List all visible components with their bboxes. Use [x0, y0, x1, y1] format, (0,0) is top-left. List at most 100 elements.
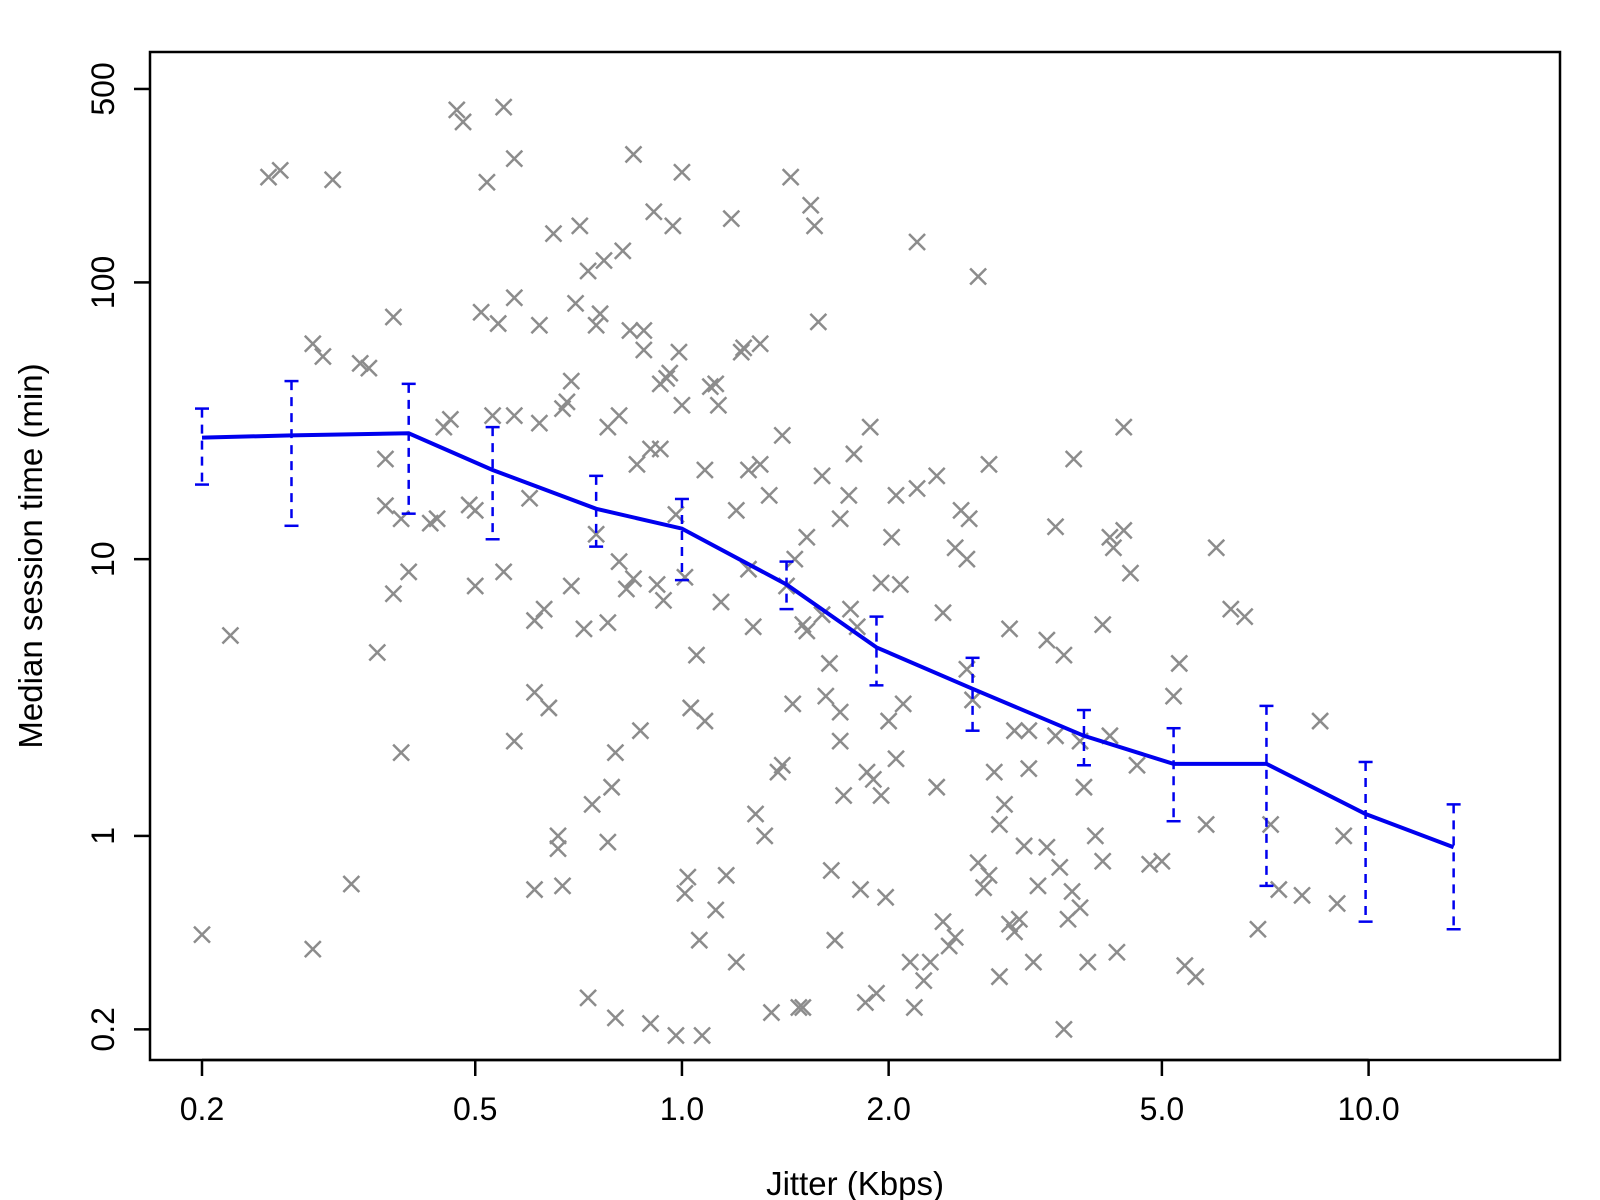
data-point: [579, 988, 597, 1007]
data-point: [610, 552, 628, 571]
data-point: [678, 868, 697, 886]
data-point: [816, 687, 835, 705]
data-point: [1010, 910, 1029, 929]
data-point: [562, 372, 581, 390]
data-point: [739, 560, 758, 579]
y-axis: 0.2 1 10 100 500: [85, 62, 150, 1052]
data-point: [783, 694, 802, 713]
x-tick-label: 1.0: [660, 1091, 704, 1127]
data-point: [676, 568, 694, 587]
data-point: [751, 455, 770, 474]
data-point: [663, 217, 682, 235]
data-point: [1121, 564, 1140, 583]
data-point: [1005, 721, 1024, 740]
data-point: [505, 149, 524, 168]
data-point: [820, 654, 839, 673]
data-point: [1055, 646, 1073, 665]
data-point: [1328, 894, 1347, 913]
data-point: [598, 613, 617, 632]
data-point: [1037, 631, 1056, 649]
data-point: [1293, 886, 1311, 905]
x-axis-label: Jitter (Kbps): [766, 1165, 944, 1200]
data-point: [1071, 898, 1089, 917]
data-point: [785, 550, 804, 569]
data-point: [990, 967, 1009, 986]
data-point: [879, 712, 898, 730]
data-point: [384, 584, 403, 603]
y-tick-label: 10: [85, 541, 121, 577]
data-point: [1140, 855, 1159, 874]
data-point: [681, 699, 700, 717]
data-point: [1037, 838, 1056, 857]
data-point: [985, 763, 1004, 782]
data-point: [980, 455, 998, 474]
data-point: [709, 396, 728, 415]
data-point: [1197, 815, 1216, 834]
data-point: [1261, 815, 1280, 834]
data-point: [1114, 521, 1133, 540]
data-point: [755, 827, 774, 845]
data-point: [1075, 778, 1093, 797]
data-point: [696, 712, 714, 730]
data-point: [1063, 882, 1081, 901]
data-point: [598, 833, 617, 851]
data-point: [1108, 943, 1126, 962]
data-point: [368, 643, 387, 662]
data-point: [673, 396, 691, 415]
data-point: [722, 209, 741, 228]
data-point: [727, 953, 746, 971]
data-point: [876, 888, 895, 907]
data-point: [654, 591, 673, 610]
error-bar: [589, 474, 604, 548]
x-tick-label: 5.0: [1140, 1091, 1184, 1127]
data-point: [1101, 528, 1119, 547]
data-point: [739, 461, 758, 479]
data-point: [1153, 852, 1171, 871]
data-point: [921, 953, 940, 971]
data-point: [628, 455, 646, 474]
data-point: [773, 756, 792, 775]
data-point: [974, 878, 993, 897]
data-point: [793, 998, 812, 1017]
data-point: [1093, 615, 1112, 634]
data-point: [631, 721, 650, 740]
data-point: [549, 827, 567, 845]
data-point: [221, 626, 240, 645]
data-point: [624, 569, 643, 588]
data-point: [1050, 858, 1069, 877]
data-point: [1000, 915, 1019, 934]
data-point: [805, 217, 824, 235]
data-point: [990, 815, 1009, 834]
data-point: [579, 262, 597, 280]
data-point: [587, 316, 606, 335]
data-point: [1005, 923, 1024, 941]
data-point: [1093, 852, 1112, 871]
y-tick-label: 100: [85, 256, 121, 309]
data-point: [887, 749, 905, 768]
data-point: [712, 593, 730, 611]
data-point: [927, 466, 946, 485]
data-point: [651, 374, 670, 393]
data-point: [946, 928, 965, 947]
data-point: [525, 880, 544, 899]
data-point: [1207, 538, 1226, 557]
data-point: [670, 343, 688, 361]
plot-frame: [148, 50, 1562, 1062]
scatter-points: [193, 98, 1353, 1045]
data-point: [1046, 726, 1065, 745]
data-point: [1186, 967, 1205, 986]
data-point: [562, 577, 581, 595]
data-point: [825, 931, 844, 950]
data-point: [259, 168, 278, 187]
data-point: [887, 486, 905, 505]
data-point: [1019, 721, 1038, 740]
data-point: [841, 600, 860, 618]
data-point: [1015, 837, 1033, 855]
data-point: [525, 611, 544, 630]
data-point: [489, 314, 508, 333]
data-point: [864, 770, 883, 789]
data-point: [602, 778, 621, 797]
data-point: [905, 998, 924, 1017]
data-point: [359, 359, 378, 378]
